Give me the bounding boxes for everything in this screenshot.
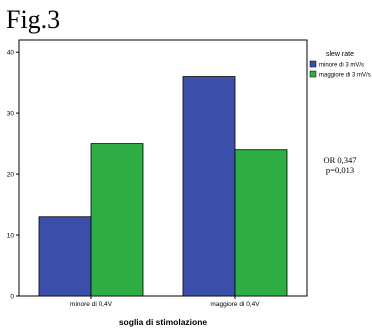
bar-minore-1 [182,76,236,297]
y-tick-label-0: 0 [10,294,14,301]
legend-label-0: minore di 3 mV/s [319,63,364,69]
x-axis-title: soglia di stimolazione [119,317,208,327]
y-axis: 0 10 20 30 40 [7,50,19,301]
x-tick-label-0: minore di 0,4V [70,301,113,308]
figure-label: Fig.3 [6,5,61,34]
legend-swatch-1 [309,70,317,78]
legend: minore di 3 mV/s maggiore di 3 mV/s [309,60,371,79]
legend-title: slew rate [326,51,354,58]
bars-group [38,76,288,297]
bar-maggiore-1 [234,149,288,297]
x-tick-label-1: maggiore di 0,4V [210,301,260,308]
legend-swatch-0 [309,60,317,68]
odds-ratio-text: OR 0,347 [323,155,357,165]
stats-annotation: OR 0,347 p=0,013 [311,155,369,175]
y-tick-label-40: 40 [7,50,15,57]
legend-label-1: maggiore di 3 mV/s [319,73,371,79]
plot-frame [18,39,308,297]
y-tick-label-10: 10 [7,233,15,240]
y-tick-label-30: 30 [7,111,15,118]
p-value-text: p=0,013 [325,165,355,175]
x-axis: minore di 0,4V maggiore di 0,4V [70,296,260,308]
bar-maggiore-0 [90,143,144,297]
bar-minore-0 [38,216,92,297]
y-tick-label-20: 20 [7,172,15,179]
